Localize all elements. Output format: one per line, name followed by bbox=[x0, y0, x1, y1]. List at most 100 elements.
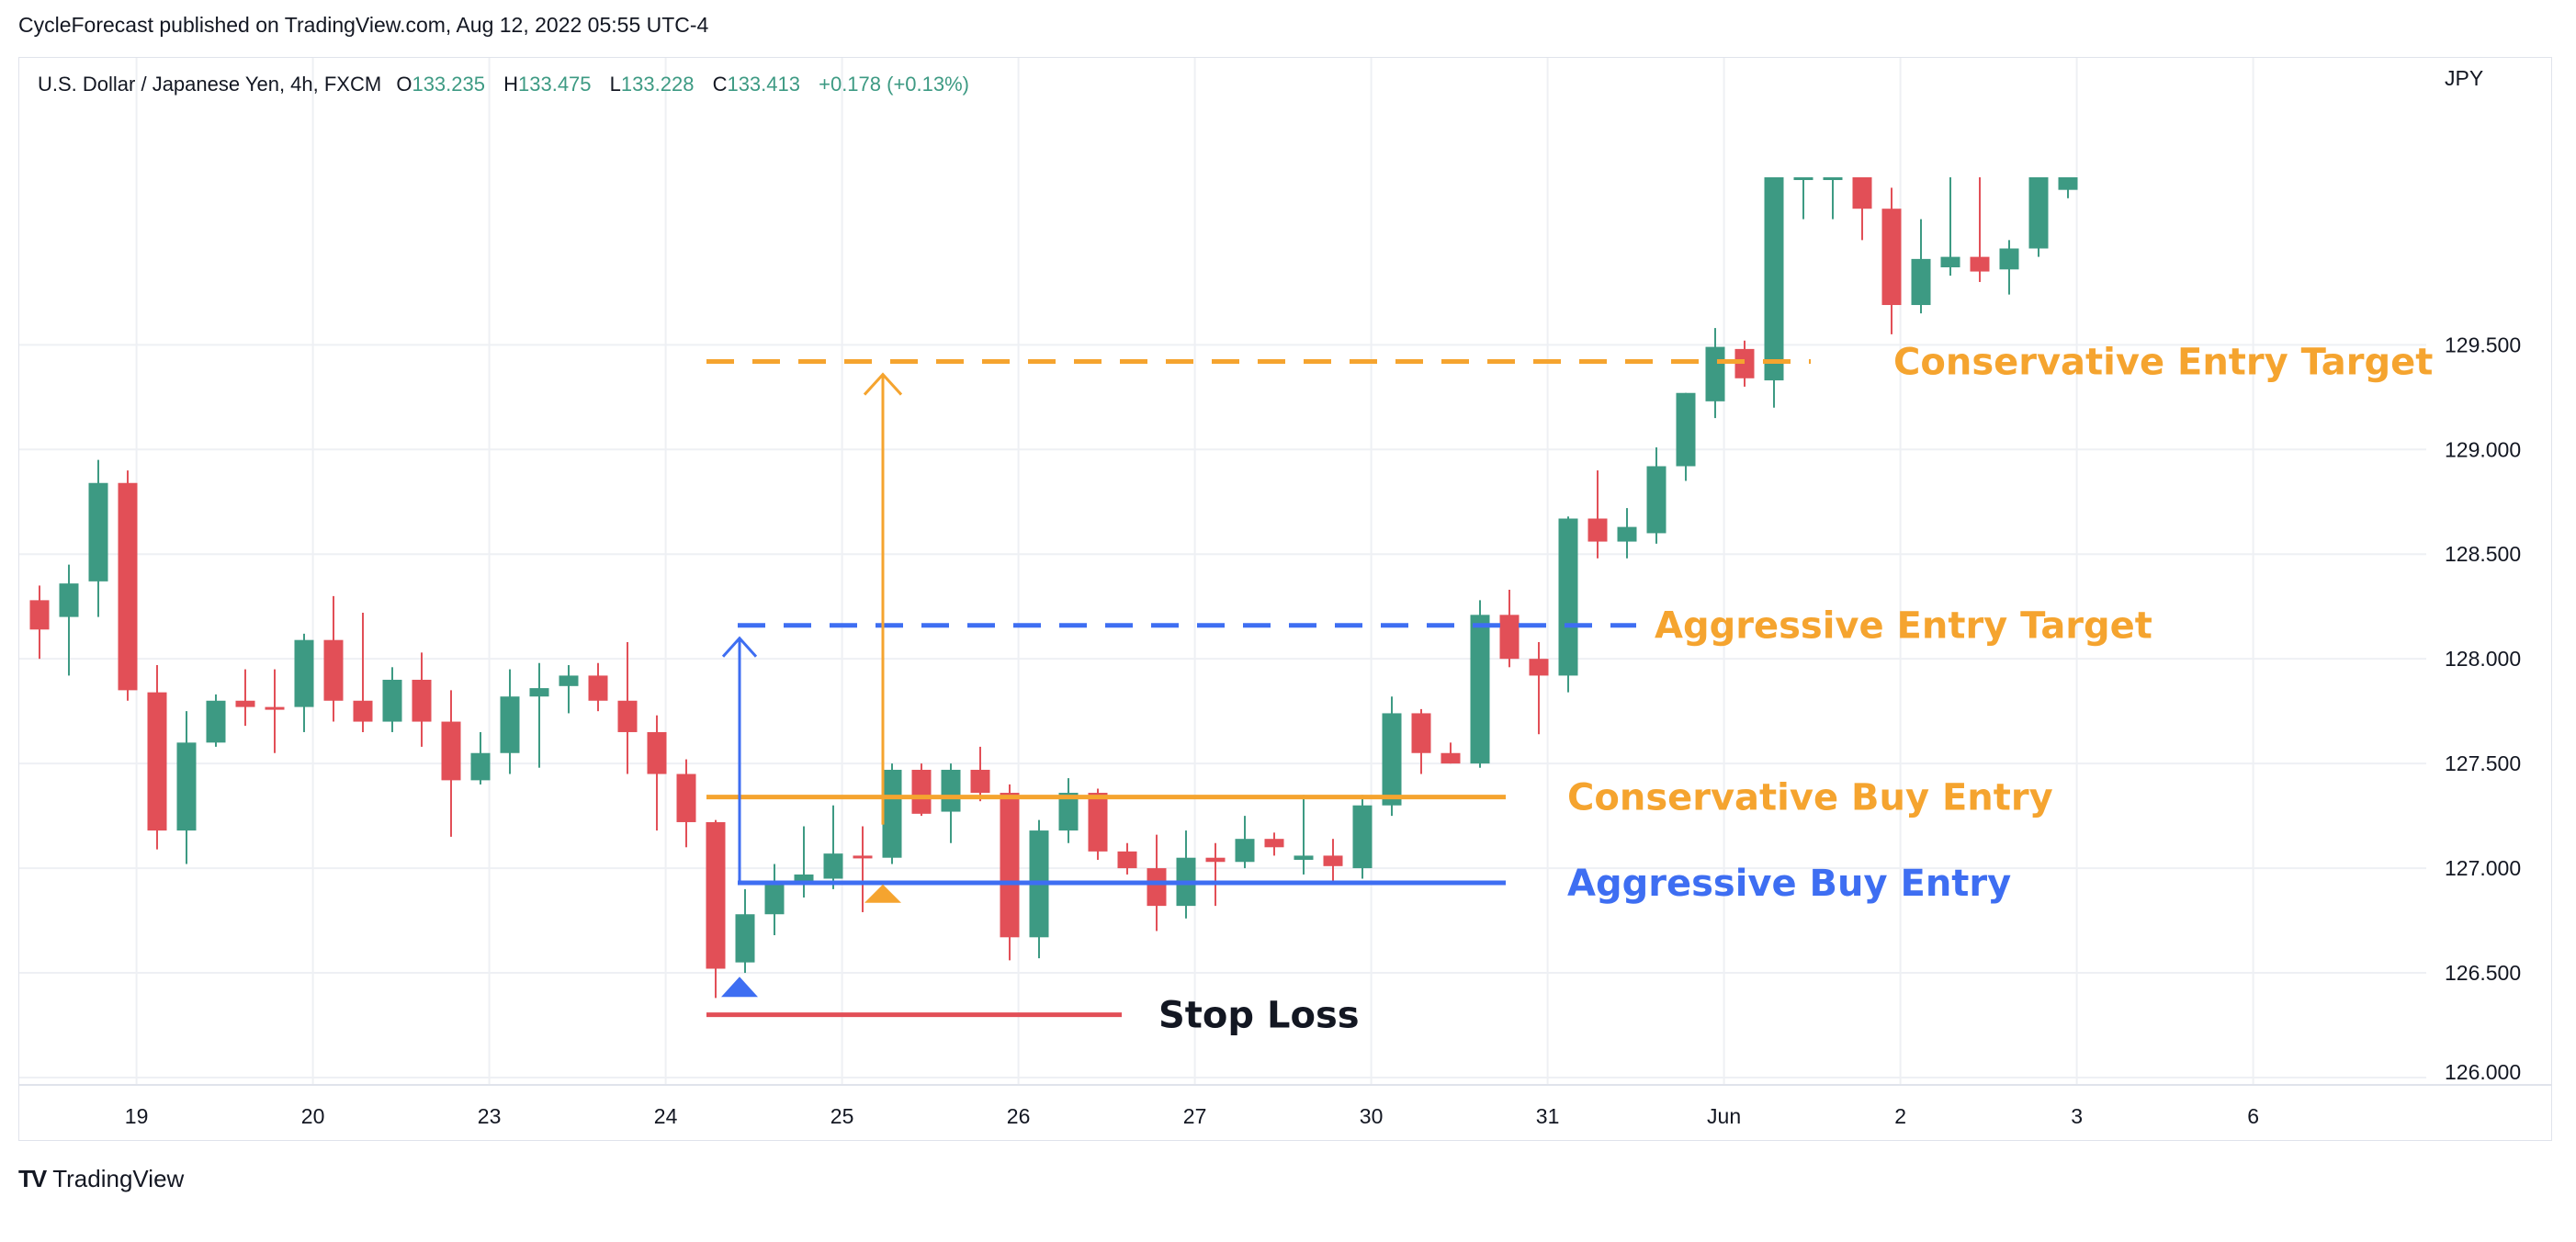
close-label: C bbox=[713, 73, 728, 96]
candle-body bbox=[529, 688, 549, 697]
candle-body bbox=[1499, 615, 1520, 660]
candle-body bbox=[1587, 518, 1608, 542]
aggressive-arrow-head bbox=[721, 636, 758, 658]
candle-body bbox=[88, 482, 108, 581]
close-value: 133.413 bbox=[727, 73, 800, 96]
candle-body bbox=[1411, 713, 1431, 753]
candle-body bbox=[1441, 752, 1461, 764]
candle-body bbox=[1646, 466, 1666, 534]
annotations: Conservative Entry Target Aggressive Entr… bbox=[706, 342, 2433, 1037]
axes: JPY 129.500 129.000 128.500 128.000 127.500 1… bbox=[19, 66, 2551, 1128]
time-tick-label: 23 bbox=[478, 1104, 502, 1128]
candle-body bbox=[1058, 793, 1079, 831]
candle-body bbox=[118, 482, 138, 691]
stop-loss-label: Stop Loss bbox=[1158, 995, 1360, 1037]
candle-body bbox=[323, 639, 344, 701]
conservative-arrow-head bbox=[863, 372, 903, 396]
open-label: O bbox=[396, 73, 412, 96]
price-tick-label: 129.000 bbox=[2445, 437, 2521, 461]
candle-body bbox=[853, 855, 873, 859]
candle-body bbox=[1764, 177, 1784, 381]
aggressive-target-label: Aggressive Entry Target bbox=[1655, 605, 2152, 648]
aggressive-entry-marker-icon bbox=[721, 977, 758, 998]
change-value: +0.178 (+0.13%) bbox=[819, 73, 969, 96]
candle-body bbox=[1881, 209, 1902, 306]
candle-body bbox=[470, 752, 491, 781]
candle-body bbox=[2058, 177, 2078, 190]
candle-body bbox=[1382, 713, 1402, 806]
candle-body bbox=[441, 721, 461, 781]
price-chart[interactable]: Conservative Entry Target Aggressive Entr… bbox=[19, 58, 2551, 1140]
candle-body bbox=[1323, 855, 1343, 866]
chart-area[interactable]: Conservative Entry Target Aggressive Entr… bbox=[18, 57, 2552, 1141]
candle-body bbox=[1147, 868, 1167, 907]
candle-body bbox=[1529, 659, 1549, 676]
candle-body bbox=[1088, 793, 1108, 852]
candle-body bbox=[911, 769, 932, 814]
candle-body bbox=[1793, 177, 1813, 180]
high-value: 133.475 bbox=[518, 73, 592, 96]
candle-body bbox=[882, 769, 902, 858]
candle-body bbox=[588, 675, 608, 701]
grid bbox=[19, 58, 2426, 1085]
candle-body bbox=[1264, 839, 1284, 848]
candle-body bbox=[265, 706, 285, 710]
candle-body bbox=[1617, 526, 1637, 542]
candle-body bbox=[617, 700, 638, 732]
candle-body bbox=[2028, 177, 2049, 249]
low-label: L bbox=[610, 73, 621, 96]
candle-body bbox=[147, 692, 167, 831]
time-tick-label: 31 bbox=[1536, 1104, 1560, 1128]
candle-body bbox=[1911, 258, 1931, 306]
candle-body bbox=[59, 583, 79, 617]
candle-body bbox=[1852, 177, 1872, 209]
candle-body bbox=[29, 600, 50, 630]
candle-body bbox=[1558, 518, 1578, 676]
low-value: 133.228 bbox=[621, 73, 695, 96]
candle-body bbox=[1117, 851, 1137, 869]
high-label: H bbox=[503, 73, 518, 96]
candle-body bbox=[176, 742, 197, 831]
ohlc-legend: U.S. Dollar / Japanese Yen, 4h, FXCM O 13… bbox=[38, 73, 969, 96]
candle-body bbox=[735, 914, 755, 963]
candles bbox=[29, 177, 2078, 999]
time-tick-label: 3 bbox=[2071, 1104, 2083, 1128]
candle-body bbox=[1940, 256, 1960, 267]
candle-body bbox=[1705, 346, 1725, 401]
candle-body bbox=[1970, 256, 1990, 272]
tradingview-logo-icon: TV bbox=[18, 1165, 47, 1192]
candle-body bbox=[1823, 177, 1843, 180]
price-tick-label: 127.000 bbox=[2445, 856, 2521, 880]
aggressive-entry-label: Aggressive Buy Entry bbox=[1567, 863, 2011, 905]
symbol-name: U.S. Dollar / Japanese Yen, 4h, FXCM bbox=[38, 73, 381, 96]
brand-footer[interactable]: TV TradingView bbox=[18, 1165, 184, 1193]
time-tick-label: 6 bbox=[2247, 1104, 2259, 1128]
candle-body bbox=[559, 675, 579, 686]
price-tick-label: 128.000 bbox=[2445, 647, 2521, 671]
time-tick-label: 20 bbox=[301, 1104, 325, 1128]
candle-body bbox=[941, 769, 961, 812]
candle-body bbox=[500, 696, 520, 753]
candle-body bbox=[1676, 392, 1696, 467]
candle-body bbox=[1235, 839, 1255, 863]
price-tick-label: 128.500 bbox=[2445, 542, 2521, 566]
currency-label: JPY bbox=[2445, 66, 2483, 90]
candle-body bbox=[706, 821, 726, 969]
conservative-entry-marker-icon bbox=[864, 884, 901, 903]
candle-body bbox=[647, 731, 667, 774]
conservative-entry-label: Conservative Buy Entry bbox=[1567, 777, 2053, 819]
candle-body bbox=[235, 700, 255, 707]
price-tick-label: 129.500 bbox=[2445, 333, 2521, 356]
candle-body bbox=[412, 679, 432, 722]
time-tick-label: 2 bbox=[1894, 1104, 1906, 1128]
price-tick-label: 127.500 bbox=[2445, 751, 2521, 775]
price-tick-label: 126.000 bbox=[2445, 1060, 2521, 1084]
time-tick-label: 30 bbox=[1360, 1104, 1384, 1128]
candle-body bbox=[1470, 615, 1490, 764]
time-tick-label: 27 bbox=[1183, 1104, 1207, 1128]
brand-name: TradingView bbox=[52, 1165, 185, 1192]
time-tick-label: 24 bbox=[654, 1104, 678, 1128]
publish-info: CycleForecast published on TradingView.c… bbox=[18, 13, 709, 37]
svg-text:U.S. Dollar / Japanese Yen, 4h: U.S. Dollar / Japanese Yen, 4h, FXCM O 13… bbox=[38, 73, 969, 96]
time-tick-label: 26 bbox=[1007, 1104, 1031, 1128]
